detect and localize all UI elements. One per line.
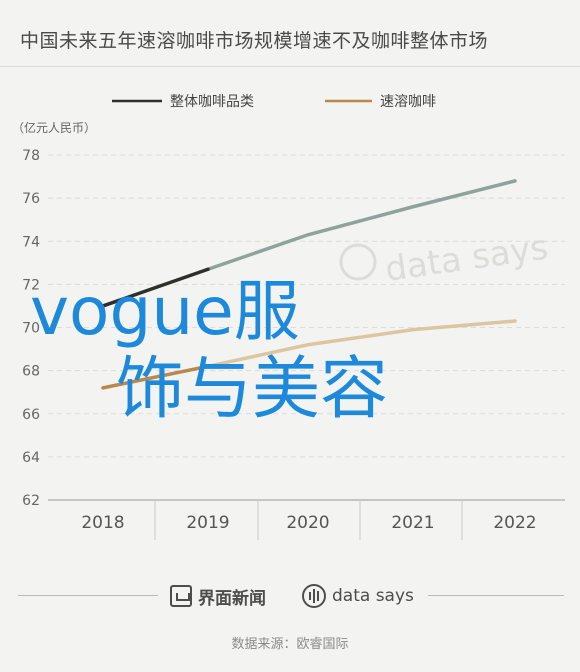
series-actual-line-0 [101,267,210,308]
y-tick-label: 72 [22,277,40,293]
legend: 整体咖啡品类 速溶咖啡 [112,94,436,110]
series-projection-line-0 [206,179,517,272]
footer-divider-left [18,595,158,596]
title-divider [0,66,580,67]
y-tick-label: 78 [22,148,40,164]
chart-title: 中国未来五年速溶咖啡市场规模增速不及咖啡整体市场 [20,30,489,52]
data-source: 数据来源：欧睿国际 [231,637,349,652]
watermark-text: data says [383,227,551,289]
x-tick-label: 2022 [493,513,536,533]
legend-label-1: 速溶咖啡 [380,94,436,110]
footer-brand-bar: 界面新闻 data says [0,575,580,615]
x-tick-label: 2019 [186,513,229,533]
y-tick-label: 64 [22,450,40,466]
footer-divider-right [428,595,564,596]
datasays-logo-icon [302,584,326,608]
line-chart: 整体咖啡品类 速溶咖啡 （亿元人民币） 62 64 66 68 70 72 74 76 78 20… [12,94,565,540]
y-tick-label: 62 [22,493,40,509]
datasays-brand: data says [302,583,414,609]
jiemian-logo-icon [170,585,192,607]
x-tick-label: 2018 [81,513,124,533]
datasays-brand-text: data says [332,586,414,606]
x-tick-label: 2020 [286,513,329,533]
series-lines [101,179,517,390]
y-tick-labels: 62 64 66 68 70 72 74 76 78 [22,148,40,509]
overlay-line-1: vogue服 [30,273,300,350]
legend-label-0: 整体咖啡品类 [170,94,254,110]
series-projection-line-1 [206,319,517,369]
series-actual-line-1 [101,364,210,390]
y-tick-label: 76 [22,191,40,207]
y-unit-label: （亿元人民币） [12,120,96,135]
overlay-line-2: 饰与美容 [116,350,389,429]
y-tick-label: 68 [22,364,40,380]
y-tick-label: 66 [22,407,40,423]
x-axis: 2018 2019 2020 2021 2022 [48,499,565,540]
jiemian-brand: 界面新闻 [170,583,266,609]
y-tick-label: 74 [22,234,40,250]
watermark-layer: data says [339,227,551,290]
jiemian-brand-text: 界面新闻 [198,588,266,609]
watermark-icon [339,243,377,281]
y-tick-label: 70 [22,321,40,337]
x-tick-label: 2021 [391,513,434,533]
